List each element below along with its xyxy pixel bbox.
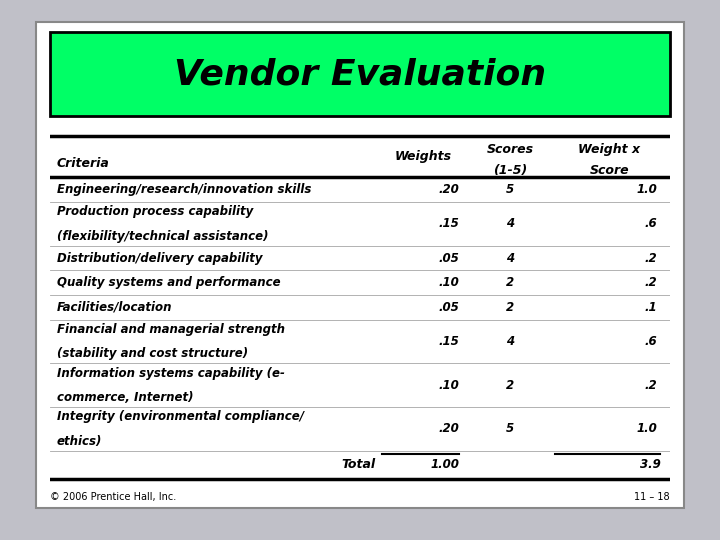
Text: © 2006 Prentice Hall, Inc.: © 2006 Prentice Hall, Inc. [50,492,176,502]
Text: Scores: Scores [487,143,534,156]
Text: ethics): ethics) [57,435,102,448]
Text: 4: 4 [506,252,514,265]
Text: Information systems capability (e-: Information systems capability (e- [57,367,284,380]
Text: .05: .05 [438,252,459,265]
Text: Production process capability: Production process capability [57,205,253,218]
Text: 1.00: 1.00 [430,458,459,471]
Text: .2: .2 [644,379,657,392]
Text: .20: .20 [438,183,459,197]
Text: Criteria: Criteria [57,157,109,170]
Text: 2: 2 [506,301,514,314]
Text: 2: 2 [506,379,514,392]
Text: .15: .15 [438,218,459,231]
Text: .1: .1 [644,301,657,314]
Text: 2: 2 [506,276,514,289]
Text: Total: Total [341,458,376,471]
Text: Vendor Evaluation: Vendor Evaluation [174,57,546,91]
Text: .2: .2 [644,276,657,289]
Text: Financial and managerial strength: Financial and managerial strength [57,323,284,336]
Text: 1.0: 1.0 [636,183,657,197]
Text: .6: .6 [644,218,657,231]
Text: .2: .2 [644,252,657,265]
Text: Facilities/location: Facilities/location [57,301,172,314]
Text: .6: .6 [644,335,657,348]
Text: Quality systems and performance: Quality systems and performance [57,276,280,289]
Text: Weight x: Weight x [578,143,640,156]
Text: commerce, Internet): commerce, Internet) [57,391,193,404]
Text: .05: .05 [438,301,459,314]
Text: .15: .15 [438,335,459,348]
Text: 4: 4 [506,218,514,231]
Text: 5: 5 [506,183,514,197]
Text: Distribution/delivery capability: Distribution/delivery capability [57,252,262,265]
Text: 5: 5 [506,422,514,435]
Text: (flexibility/technical assistance): (flexibility/technical assistance) [57,230,268,242]
Text: 1.0: 1.0 [636,422,657,435]
Text: .20: .20 [438,422,459,435]
Text: Score: Score [590,164,629,177]
Text: 3.9: 3.9 [639,458,660,471]
Text: (1-5): (1-5) [493,164,527,177]
Text: 4: 4 [506,335,514,348]
Text: .10: .10 [438,379,459,392]
Text: 11 – 18: 11 – 18 [634,492,670,502]
Text: Integrity (environmental compliance/: Integrity (environmental compliance/ [57,410,304,423]
Text: .10: .10 [438,276,459,289]
Text: Engineering/research/innovation skills: Engineering/research/innovation skills [57,183,311,197]
Text: (stability and cost structure): (stability and cost structure) [57,347,248,360]
Text: Weights: Weights [395,150,452,163]
